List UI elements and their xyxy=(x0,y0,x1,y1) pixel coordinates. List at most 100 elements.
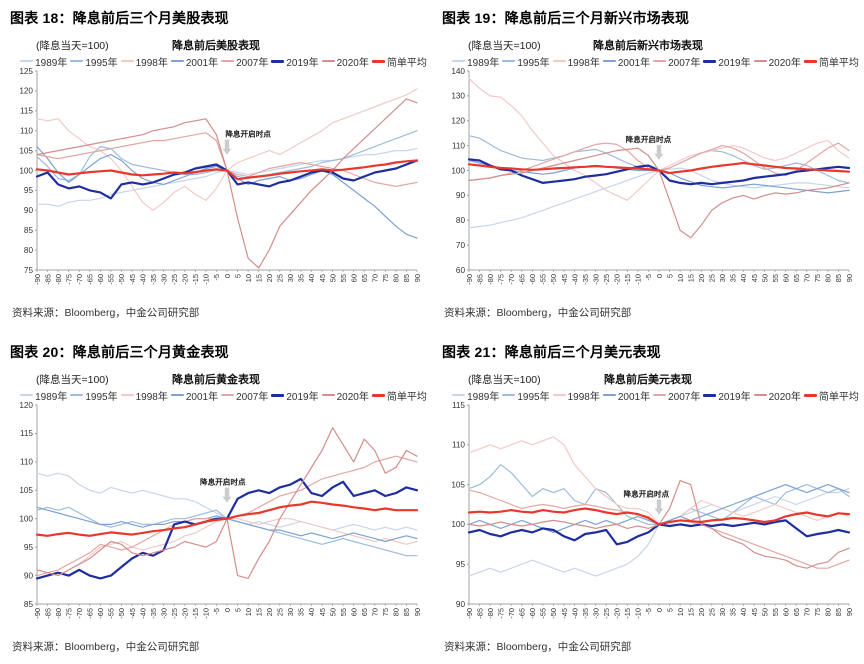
legend-item-1989年: 1989年 xyxy=(20,54,67,69)
x-tick-label: 5 xyxy=(665,274,674,278)
x-tick-label: 65 xyxy=(792,608,801,616)
x-tick-label: 30 xyxy=(718,274,727,282)
legend-swatch xyxy=(371,59,385,63)
x-tick-label: 0 xyxy=(655,608,664,612)
y-tick-labels: 85 90 95 100 105 110 115 120 xyxy=(19,402,37,609)
legend-label: 1995年 xyxy=(85,391,118,403)
y-tick-label: 110 xyxy=(20,458,33,467)
x-tick-label: -75 xyxy=(64,274,73,285)
y-tick-label: 95 xyxy=(456,560,466,569)
line-series-1995年 xyxy=(36,506,418,557)
legend-label: 2007年 xyxy=(236,57,269,69)
x-tick-label: 30 xyxy=(718,608,727,616)
x-tick-label: 40 xyxy=(739,608,748,616)
legend-item-简单平均: 简单平均 xyxy=(371,54,427,69)
x-tick-label: 20 xyxy=(265,274,274,282)
chart-header: (降息当天=100) 降息前后新兴市场表现 xyxy=(442,37,854,53)
x-tick-label: -25 xyxy=(602,274,611,285)
legend-item-1989年: 1989年 xyxy=(20,388,67,403)
annotation-label: 降息开启时点 xyxy=(200,477,246,487)
x-tick-label: -65 xyxy=(86,274,95,285)
y-tick-labels: 60 70 80 90 100 110 120 130 140 xyxy=(451,68,469,275)
legend-item-1998年: 1998年 xyxy=(552,54,600,69)
x-tick-label: 85 xyxy=(834,608,843,616)
legend-swatch xyxy=(20,394,34,396)
legend-label: 1998年 xyxy=(567,57,600,69)
x-tick-label: -15 xyxy=(191,274,200,285)
x-tick-label: 55 xyxy=(339,274,348,282)
x-tick-label: -45 xyxy=(128,274,137,285)
x-tick-label: -90 xyxy=(33,274,42,285)
annotation-down-arrow xyxy=(222,487,232,503)
x-tick-label: 25 xyxy=(708,608,717,616)
y-tick-label: 90 xyxy=(24,206,34,215)
x-tick-label: 30 xyxy=(286,608,295,616)
x-tick-label: 45 xyxy=(318,608,327,616)
x-tick-label: -85 xyxy=(475,608,484,619)
x-tick-label: -50 xyxy=(549,274,558,285)
chart-header: (降息当天=100) 降息前后黄金表现 xyxy=(10,371,422,387)
legend-swatch xyxy=(602,60,616,62)
x-tick-label: -50 xyxy=(549,608,558,619)
legend-swatch xyxy=(170,60,184,62)
x-tick-label: 70 xyxy=(371,274,380,282)
legend-label: 1989年 xyxy=(467,391,500,403)
x-tick-label: -45 xyxy=(128,608,137,619)
legend-item-1989年: 1989年 xyxy=(452,54,499,69)
x-tick-label: -60 xyxy=(96,608,105,619)
legend-label: 2019年 xyxy=(286,57,319,69)
x-tick-label: -30 xyxy=(591,608,600,619)
x-tick-label: 15 xyxy=(254,608,263,616)
legend-label: 1998年 xyxy=(135,57,168,69)
legend-item-2007年: 2007年 xyxy=(221,54,268,69)
line-series-2001年 xyxy=(36,145,418,239)
figure-block-19: 图表 19：降息前后三个月新兴市场表现 (降息当天=100) 降息前后新兴市场表… xyxy=(432,0,864,334)
y-tick-label: 100 xyxy=(451,520,465,529)
x-tick-label: 90 xyxy=(845,274,854,282)
line-series-2020年 xyxy=(36,427,418,579)
legend-swatch xyxy=(653,394,667,396)
legend-item-2019年: 2019年 xyxy=(703,54,751,69)
legend-item-1998年: 1998年 xyxy=(552,388,600,403)
y-tick-label: 95 xyxy=(24,186,34,195)
y-tick-label: 85 xyxy=(24,226,34,235)
y-tick-label: 120 xyxy=(451,117,465,126)
legend-label: 1989年 xyxy=(35,57,68,69)
x-tick-label: -35 xyxy=(149,608,158,619)
x-tick-label: -85 xyxy=(43,608,52,619)
x-tick-label: 35 xyxy=(729,608,738,616)
chart-title: 降息前后黄金表现 xyxy=(172,374,260,386)
x-tick-label: 40 xyxy=(307,274,316,282)
x-tick-labels: -90 -85 -80 -75 -70 -65 -60 -55 -50 -45 -40 -35 -30-… xyxy=(33,604,422,619)
source-note: 资料来源：Bloomberg，中金公司研究部 xyxy=(12,641,200,653)
x-tick-label: -50 xyxy=(117,274,126,285)
legend-label: 简单平均 xyxy=(386,57,427,69)
x-tick-label: 50 xyxy=(760,608,769,616)
legend-swatch xyxy=(371,393,385,397)
x-tick-label: 55 xyxy=(771,608,780,616)
x-tick-label: 40 xyxy=(739,274,748,282)
y-tick-label: 85 xyxy=(24,600,34,609)
y-tick-label: 100 xyxy=(451,166,465,175)
legend-item-2019年: 2019年 xyxy=(271,54,319,69)
legend-swatch xyxy=(803,393,817,397)
legend-item-1995年: 1995年 xyxy=(502,54,550,69)
y-tick-label: 115 xyxy=(452,402,465,410)
legend-swatch xyxy=(653,60,667,62)
x-tick-label: -25 xyxy=(170,608,179,619)
x-tick-label: -70 xyxy=(507,274,516,285)
x-tick-label: -20 xyxy=(613,608,622,619)
x-tick-label: -45 xyxy=(560,274,569,285)
y-tick-label: 110 xyxy=(20,126,33,135)
x-tick-label: -60 xyxy=(96,274,105,285)
legend-label: 1995年 xyxy=(517,57,550,69)
legend-item-简单平均: 简单平均 xyxy=(803,388,859,403)
legend-swatch xyxy=(552,394,566,396)
legend-swatch xyxy=(753,60,767,62)
x-tick-label: -60 xyxy=(528,274,537,285)
legend-label: 2007年 xyxy=(668,391,701,403)
x-tick-label: -40 xyxy=(138,608,147,619)
x-tick-label: -70 xyxy=(75,274,84,285)
